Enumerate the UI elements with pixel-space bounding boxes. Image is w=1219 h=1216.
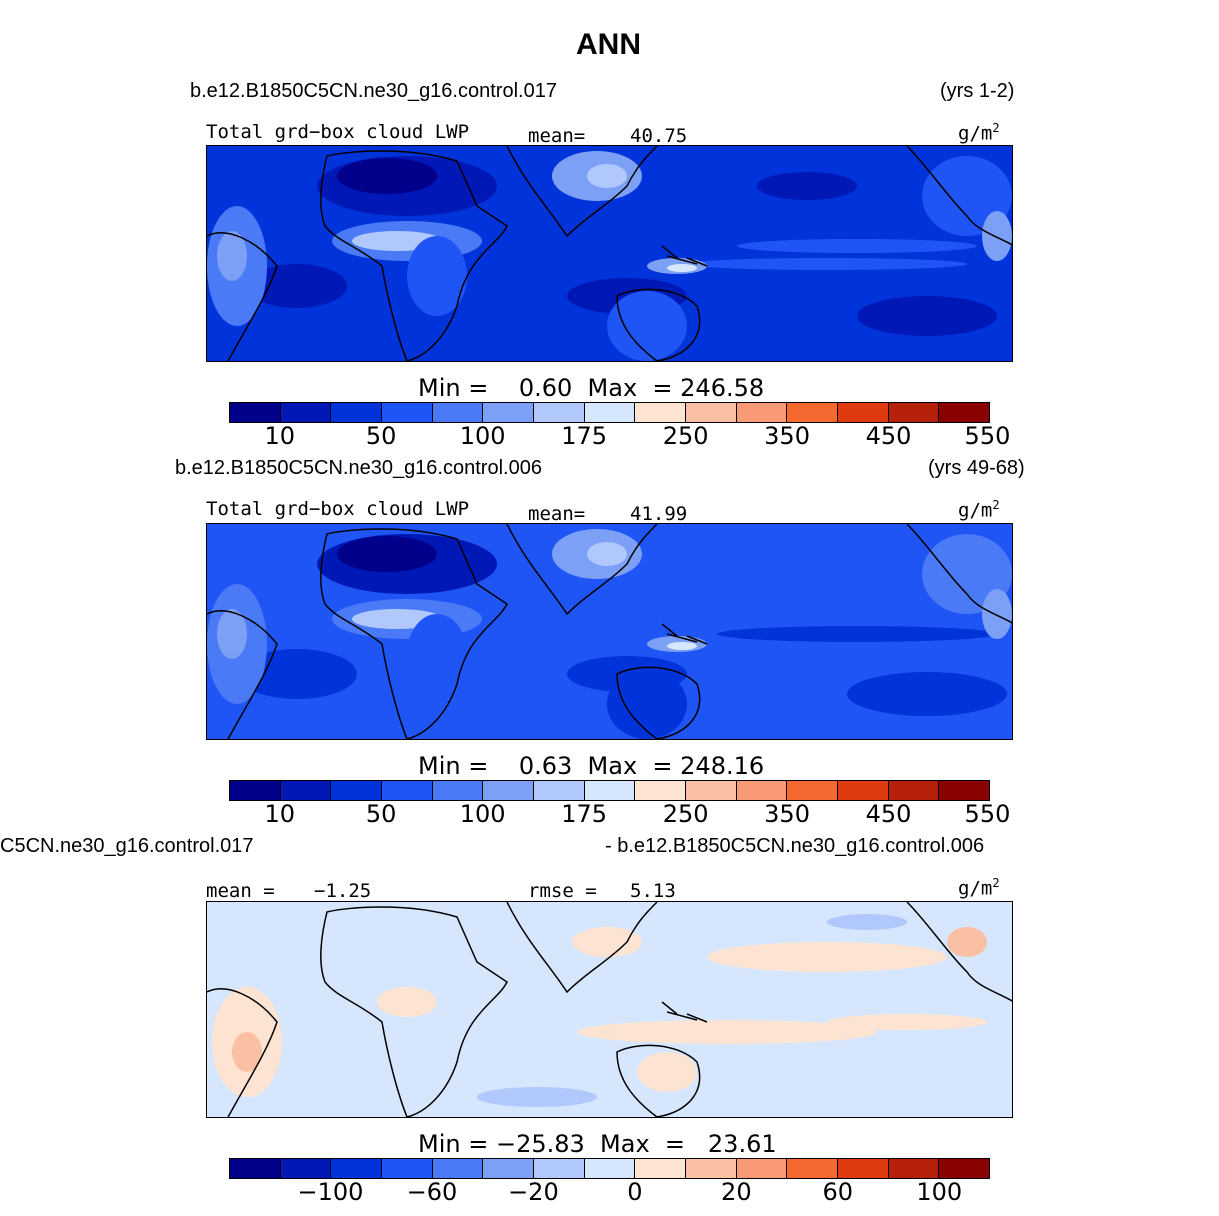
colorbar-tick-label: 60 [822,1178,854,1206]
colorbar-tick-label: −20 [508,1178,559,1206]
panel1-min-max: Min = 0.60 Max = 246.58 [418,374,765,402]
panel3-case-right: - b.e12.B1850C5CN.ne30_g16.control.006 [605,835,985,857]
colorbar-tick-label: 100 [459,800,506,828]
colorbar-swatch [736,403,788,422]
colorbar-tick-label: 0 [627,1178,643,1206]
colorbar-swatch [382,781,433,800]
panel1-years: (yrs 1-2) [940,80,1015,102]
panel2-mean-label: mean= [528,503,586,525]
panel3-case-left: C5CN.ne30_g16.control.017 [0,835,254,857]
panel3-mean-value: −1.25 [314,880,372,902]
colorbar-tick-label: 10 [264,422,295,450]
panel1-field-name: Total grd−box cloud LWP [206,121,470,143]
colorbar-swatch [635,1159,687,1178]
panel2-case-name: b.e12.B1850C5CN.ne30_g16.control.006 [175,457,542,479]
panel1-units: g/m2 [958,121,1000,145]
colorbar-swatch [534,1159,585,1178]
panel2-units: g/m2 [958,498,1000,522]
colorbar-tick-label: 350 [764,422,810,450]
panel1-map [206,145,1013,362]
colorbar-swatch [280,403,332,422]
colorbar-swatch [230,403,281,422]
panel1-mean-value: 40.75 [630,125,688,147]
panel3-mean-label: mean = [206,880,275,902]
colorbar-tick-label: 250 [662,422,709,450]
colorbar-tick-label: 50 [365,422,397,450]
colorbar-swatch [382,1159,433,1178]
colorbar-swatch [888,781,940,800]
colorbar-tick-label: 550 [964,422,1011,450]
colorbar-tick-label: 350 [764,800,810,828]
colorbar-tick-label: 20 [721,1178,752,1206]
colorbar-swatch [838,1159,889,1178]
colorbar-swatch [686,1159,737,1178]
panel2-map [206,523,1013,740]
colorbar-swatch [838,781,889,800]
colorbar-tick-label: −60 [406,1178,458,1206]
colorbar-swatch [686,403,737,422]
colorbar-tick-label: 250 [662,800,709,828]
colorbar-swatch [331,403,383,422]
panel3-rmse-label: rmse = [528,880,597,902]
colorbar-swatch [787,1159,839,1178]
panel2-years: (yrs 49-68) [928,457,1025,479]
panel2-colorbar [229,780,990,801]
colorbar-swatch [534,403,585,422]
panel1-case-name: b.e12.B1850C5CN.ne30_g16.control.017 [190,80,557,102]
colorbar-tick-label: 50 [365,800,397,828]
colorbar-swatch [635,403,687,422]
colorbar-swatch [736,1159,788,1178]
colorbar-swatch [534,781,585,800]
colorbar-swatch [888,1159,940,1178]
colorbar-swatch [584,403,636,422]
colorbar-swatch [888,403,940,422]
colorbar-swatch [939,403,990,422]
colorbar-tick-label: 450 [865,422,912,450]
colorbar-swatch [686,781,737,800]
colorbar-swatch [280,781,332,800]
colorbar-swatch [584,1159,636,1178]
colorbar-tick-label: 450 [865,800,912,828]
panel2-field-name: Total grd−box cloud LWP [206,498,470,520]
colorbar-tick-label: −100 [297,1178,364,1206]
panel3-colorbar [229,1158,990,1179]
panel3-rmse-value: 5.13 [630,880,676,902]
colorbar-tick-label: 175 [561,422,608,450]
colorbar-swatch [584,781,636,800]
colorbar-tick-label: 10 [264,800,295,828]
colorbar-swatch [939,1159,990,1178]
colorbar-swatch [230,781,281,800]
colorbar-swatch [382,403,433,422]
colorbar-swatch [736,781,788,800]
panel1-colorbar [229,402,990,423]
colorbar-swatch [432,1159,484,1178]
panel1-mean-label: mean= [528,125,586,147]
colorbar-swatch [483,781,535,800]
colorbar-tick-label: 100 [459,422,506,450]
colorbar-tick-label: 100 [916,1178,963,1206]
colorbar-swatch [635,781,687,800]
page-title: ANN [576,28,641,61]
colorbar-swatch [230,1159,281,1178]
colorbar-swatch [787,403,839,422]
panel3-min-max: Min = −25.83 Max = 23.61 [418,1130,777,1158]
panel2-min-max: Min = 0.63 Max = 248.16 [418,752,765,780]
panel2-mean-value: 41.99 [630,503,688,525]
panel3-units: g/m2 [958,876,1000,900]
colorbar-swatch [838,403,889,422]
colorbar-swatch [432,403,484,422]
colorbar-tick-label: 175 [561,800,608,828]
colorbar-swatch [331,781,383,800]
colorbar-tick-label: 550 [964,800,1011,828]
colorbar-swatch [483,403,535,422]
colorbar-swatch [280,1159,332,1178]
colorbar-swatch [432,781,484,800]
colorbar-swatch [331,1159,383,1178]
colorbar-swatch [483,1159,535,1178]
panel3-map [206,901,1013,1118]
colorbar-swatch [939,781,990,800]
colorbar-swatch [787,781,839,800]
